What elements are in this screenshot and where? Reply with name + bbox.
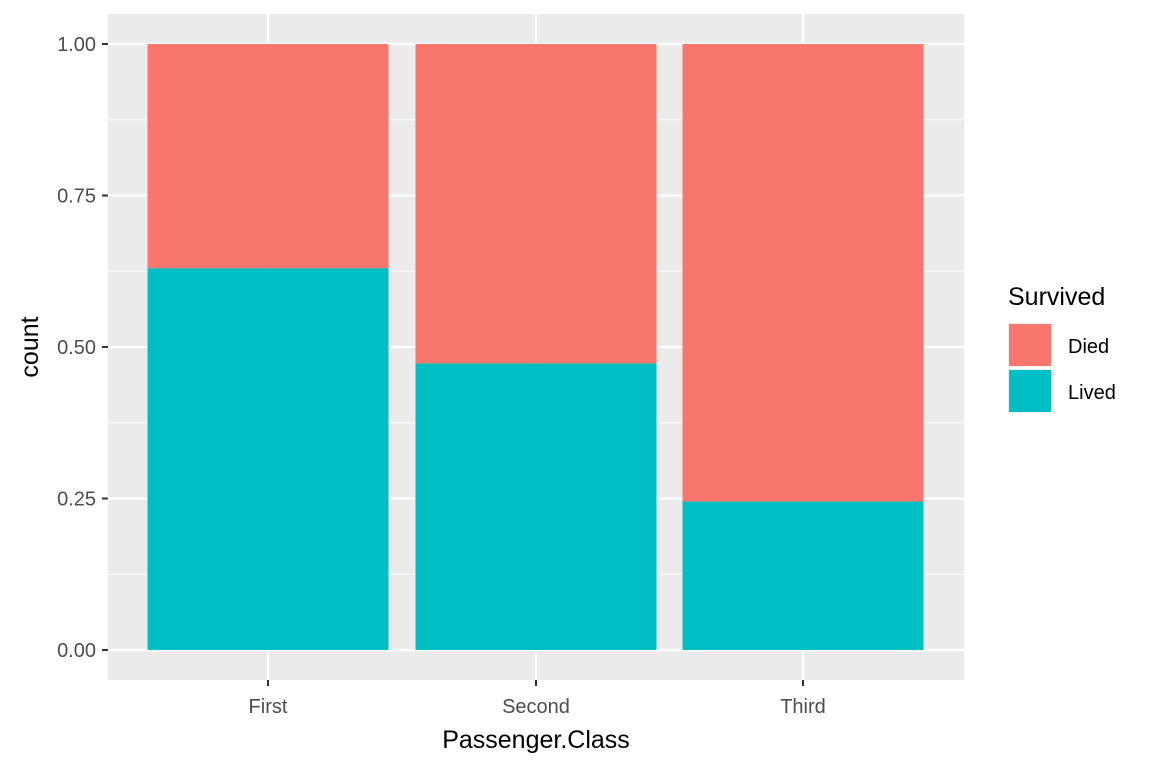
legend-swatch-died bbox=[1009, 324, 1051, 366]
bar-died-third bbox=[682, 44, 924, 502]
bar-lived-third bbox=[682, 501, 924, 650]
x-tick-label: Second bbox=[502, 696, 570, 718]
bars bbox=[147, 44, 924, 650]
bar-lived-second bbox=[415, 363, 657, 650]
y-tick-label: 0.75 bbox=[57, 186, 96, 208]
y-tick-label: 0.50 bbox=[57, 337, 96, 359]
x-axis: First Second Third bbox=[249, 680, 826, 718]
y-tick-label: 0.25 bbox=[57, 489, 96, 511]
legend-swatch-lived bbox=[1009, 370, 1051, 412]
y-axis: 0.00 0.25 0.50 0.75 1.00 bbox=[57, 34, 108, 662]
legend-label-lived: Lived bbox=[1068, 382, 1116, 404]
y-tick-label: 1.00 bbox=[57, 34, 96, 56]
bar-died-second bbox=[415, 44, 657, 364]
bar-died-first bbox=[147, 44, 389, 269]
x-axis-title: Passenger.Class bbox=[442, 726, 630, 754]
legend-title: Survived bbox=[1008, 283, 1105, 311]
bar-lived-first bbox=[147, 268, 389, 650]
y-tick-label: 0.00 bbox=[57, 640, 96, 662]
legend: Survived Died Lived bbox=[1008, 283, 1116, 413]
y-axis-title: count bbox=[16, 316, 44, 377]
x-tick-label: First bbox=[249, 696, 288, 718]
legend-label-died: Died bbox=[1068, 336, 1109, 358]
x-tick-label: Third bbox=[780, 696, 826, 718]
